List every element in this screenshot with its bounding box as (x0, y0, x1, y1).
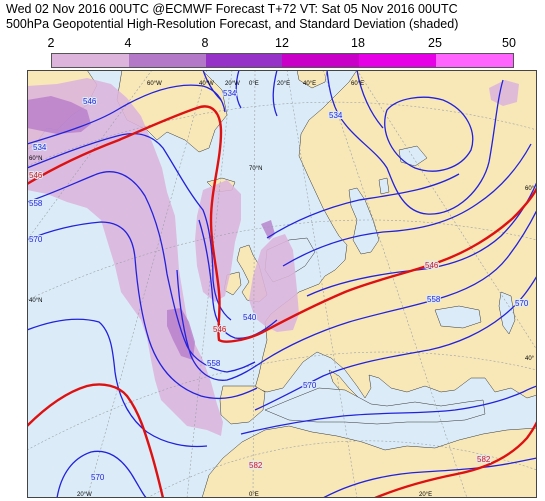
legend-label: 18 (351, 36, 365, 50)
lon-label: 40°W (199, 81, 214, 87)
contour-534-ne (326, 70, 504, 215)
lat-label: 70°N (249, 166, 262, 172)
lon-label: 60°E (351, 81, 364, 87)
lon-label: 60°W (147, 81, 162, 87)
lat-label: 40°N (29, 298, 42, 304)
contour-594-south (322, 457, 537, 498)
forecast-title: Wed 02 Nov 2016 00UTC @ECMWF Forecast T+… (6, 2, 458, 16)
contour-label: 540 (243, 313, 257, 322)
contour-546-ne (356, 70, 384, 129)
contour-582-red-se (374, 421, 537, 498)
contour-label: 558 (29, 199, 43, 208)
meridian-line (286, 70, 358, 498)
legend-swatch (52, 54, 129, 67)
contour-582-red (27, 383, 165, 498)
contour-label: 546 (425, 261, 439, 270)
forecast-subtitle: 500hPa Geopotential High-Resolution Fore… (6, 17, 459, 31)
shade-level-1 (27, 78, 223, 436)
shade-level-1-d (489, 80, 519, 106)
legend-label: 25 (428, 36, 442, 50)
contour-546-top (272, 70, 278, 117)
lon-label: 0°E (249, 81, 259, 87)
mediterranean-sea (264, 387, 486, 425)
legend-label: 4 (124, 36, 132, 50)
contour-558-east (306, 181, 537, 297)
contour-label: 570 (303, 381, 317, 390)
contour-label: 558 (427, 295, 441, 304)
lon-label: 20°E (419, 492, 432, 498)
parallel-line (27, 101, 537, 167)
parallel-line (27, 219, 537, 301)
lon-label: 0°E (249, 492, 259, 498)
legend-label: 8 (201, 36, 209, 50)
contour-label: 546 (213, 325, 227, 334)
shade-level-1-c (249, 234, 299, 332)
contour-582-west (27, 318, 208, 448)
legend-label: 50 (502, 36, 516, 50)
contour-label: 546 (29, 171, 43, 180)
lat-lon-labels: 60°W 40°W 20°W 0°E 20°E 40°E 60°E 20°W 0… (29, 81, 535, 498)
lon-label: 20°W (77, 492, 92, 498)
contour-label: 558 (207, 359, 221, 368)
contour-label: 534 (329, 111, 343, 120)
legend-swatch (436, 54, 513, 67)
legend-swatch (128, 54, 206, 67)
lon-label: 40°E (303, 81, 316, 87)
map-frame (27, 70, 537, 498)
lon-label: 20°E (277, 81, 290, 87)
contour-546-red (27, 105, 537, 343)
contour-labels: 534 546 558 570 534 546 534 546 546 558 … (28, 88, 530, 483)
meridian-line (356, 70, 537, 351)
contour-570-sw (56, 450, 148, 498)
lake-onega (378, 177, 390, 195)
baltic-sea (348, 187, 380, 255)
contour-label: 570 (91, 473, 105, 482)
shade-level-1-b (195, 180, 241, 302)
contour-label: 546 (83, 97, 97, 106)
contour-570-center (254, 275, 537, 411)
lat-label: 60°N (29, 156, 42, 162)
meridian-line (27, 70, 153, 241)
contour-label: 570 (515, 299, 529, 308)
contour-546-west (27, 133, 232, 321)
forecast-map: 534 546 558 570 534 546 534 546 546 558 … (27, 70, 537, 498)
contour-558-west (27, 171, 256, 373)
contour-label: 570 (29, 235, 43, 244)
contour-582-south (240, 385, 537, 435)
contour-label: 534 (33, 143, 47, 152)
graticule (27, 70, 537, 498)
lat-label: 60° (525, 186, 535, 192)
contour-540-top (235, 70, 242, 109)
contour-label: 534 (223, 89, 237, 98)
parallel-line (146, 440, 537, 498)
legend-label: 2 (47, 36, 55, 50)
contour-552-east (266, 173, 460, 239)
legend-swatch (205, 54, 283, 67)
std-dev-shading (27, 78, 519, 436)
contour-label: 582 (249, 461, 263, 470)
legend-swatch (282, 54, 360, 67)
highlight-contours (27, 105, 537, 498)
meridian-line (252, 70, 256, 498)
contour-570-west (27, 221, 258, 400)
lat-label: 40° (525, 356, 535, 362)
black-sea (434, 305, 482, 329)
parallel-line (27, 351, 537, 451)
contour-546-east (282, 143, 532, 267)
africa (201, 425, 537, 498)
legend-label: 12 (275, 36, 289, 50)
legend-swatch (359, 54, 437, 67)
white-sea (398, 145, 428, 167)
lon-label: 20°W (225, 81, 240, 87)
legend-colorbar (51, 53, 514, 68)
shade-level-2 (27, 96, 91, 134)
svalbard (296, 70, 328, 89)
contour-534-top (202, 70, 222, 101)
meridian-line (322, 70, 468, 498)
contour-label: 582 (477, 455, 491, 464)
contour-closed-low-ne (384, 96, 474, 172)
contour-534 (27, 84, 226, 145)
contour-558-center (176, 209, 537, 381)
